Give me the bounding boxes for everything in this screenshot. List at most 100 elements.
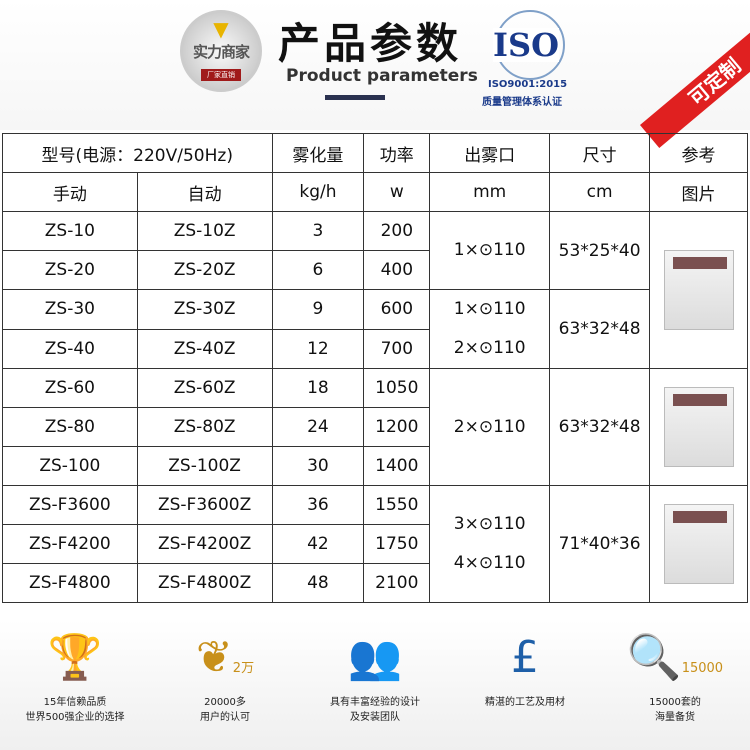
feature-item: 🔍15000 15000套的 海量备货 [600, 620, 750, 750]
outlet-cell: 1×⊙110 2×⊙110 [429, 289, 551, 369]
outlet-cell: 3×⊙110 4×⊙110 [429, 485, 551, 603]
header-row: 手动 自动 kg/h w mm cm 图片 [2, 172, 748, 212]
table-cell: ZS-20 [2, 250, 138, 290]
divider [325, 95, 385, 100]
team-icon: 👥 [347, 632, 403, 683]
iso-globe-icon: ISO [493, 10, 565, 80]
icon-badge: 15000 [681, 661, 724, 676]
product-image [649, 368, 748, 486]
feature-item: 👥 具有丰富经验的设计 及安装团队 [300, 620, 450, 750]
outlet-cell: 1×⊙110 [429, 211, 551, 290]
table-cell: 400 [363, 250, 431, 290]
table-cell: 3 [271, 211, 365, 251]
table-cell: ZS-40 [2, 328, 138, 369]
table-cell: 42 [271, 524, 365, 564]
table-cell: 24 [271, 407, 365, 447]
humidifier-image [663, 387, 734, 467]
table-row: ZS-80 ZS-80Z 24 1200 [2, 407, 748, 447]
feature-line1: 具有丰富经验的设计 [330, 697, 420, 708]
table-cell: ZS-30 [2, 289, 138, 330]
header-cell: 尺寸 [549, 133, 651, 173]
table-cell: 12 [271, 328, 365, 369]
table-cell: ZS-40Z [136, 328, 273, 369]
table-cell: ZS-F3600Z [136, 485, 273, 525]
outlet-value: 1×⊙110 [453, 240, 526, 260]
feature-line2: 海量备货 [655, 712, 695, 723]
humidifier-image [663, 504, 734, 584]
magnifier-icon: 🔍15000 [626, 632, 724, 683]
parameter-table: 型号(电源：220V/50Hz) 雾化量 功率 出雾口 尺寸 参考 手动 自动 … [2, 133, 748, 603]
page-subtitle: Product parameters [286, 66, 478, 86]
table-cell: ZS-F4800Z [136, 563, 273, 603]
table-cell: 1400 [363, 446, 431, 486]
table-cell: ZS-20Z [136, 250, 273, 290]
table-row: ZS-30 ZS-30Z 9 600 1×⊙110 2×⊙110 63*32*48 [2, 289, 748, 369]
outlet-value: 3×⊙110 [453, 514, 526, 534]
table-row: ZS-40 ZS-40Z 12 700 [2, 328, 748, 369]
table-cell: ZS-100Z [136, 446, 273, 486]
table-cell: ZS-F4800 [2, 563, 138, 603]
table-cell: 600 [363, 289, 431, 330]
header: ▼ 实力商家 厂家直销 产品参数 Product parameters ISO IS… [0, 0, 750, 130]
table-cell: 6 [271, 250, 365, 290]
table-row: ZS-10 ZS-10Z 3 200 1×⊙110 53*25*40 [2, 211, 748, 369]
size-cell: 71*40*36 [549, 485, 651, 603]
header-cell: kg/h [271, 172, 365, 212]
table-cell: 1750 [363, 524, 431, 564]
logo-text: 实力商家 [192, 43, 250, 61]
humidifier-image [663, 250, 734, 330]
table-cell: ZS-30Z [136, 289, 273, 330]
table-row: ZS-F4200 ZS-F4200Z 42 1750 [2, 524, 748, 564]
table-cell: ZS-10Z [136, 211, 273, 251]
header-cell: 型号(电源：220V/50Hz) [2, 133, 273, 173]
size-cell: 53*25*40 [549, 211, 651, 290]
table-cell: ZS-60 [2, 368, 138, 408]
iso-text: ISO [493, 26, 559, 64]
iso-desc: 质量管理体系认证 [482, 97, 562, 108]
feature-item: £ 精湛的工艺及用材 [450, 620, 600, 750]
table-cell: 1050 [363, 368, 431, 408]
table-cell: ZS-80Z [136, 407, 273, 447]
icon-badge: 2万 [232, 661, 255, 676]
trophy-icon: 🏆 [47, 632, 103, 683]
header-cell: cm [549, 172, 651, 212]
header-cell: 参考 [649, 133, 748, 173]
header-cell: 自动 [136, 172, 273, 212]
product-image [649, 211, 748, 369]
outlet-cell: 2×⊙110 [429, 368, 551, 486]
header-cell: mm [429, 172, 551, 212]
feature-item: ❦2万 20000多 用户的认可 [150, 620, 300, 750]
table-cell: 48 [271, 563, 365, 603]
laurel-badge-icon: ❦2万 [195, 632, 255, 683]
table-cell: ZS-60Z [136, 368, 273, 408]
header-cell: 图片 [649, 172, 748, 212]
header-cell: 出雾口 [429, 133, 551, 173]
bull-icon: ▼ [213, 17, 229, 41]
feature-line1: 15000套的 [649, 697, 701, 708]
table-row: ZS-F3600 ZS-F3600Z 36 1550 3×⊙110 4×⊙110 71*40… [2, 485, 748, 603]
feature-line2: 世界500强企业的选择 [25, 712, 125, 723]
product-image [649, 485, 748, 603]
feature-line2: 及安装团队 [350, 712, 400, 723]
table-cell: ZS-F4200Z [136, 524, 273, 564]
page-title: 产品参数 [278, 19, 463, 68]
feature-line1: 15年信赖品质 [43, 697, 107, 708]
outlet-value: 4×⊙110 [453, 553, 526, 573]
table-cell: ZS-100 [2, 446, 138, 486]
header-cell: w [363, 172, 431, 212]
size-cell: 63*32*48 [549, 289, 651, 369]
feature-line1: 精湛的工艺及用材 [485, 697, 565, 708]
header-cell: 手动 [2, 172, 138, 212]
table-cell: 1200 [363, 407, 431, 447]
table-row: ZS-20 ZS-20Z 6 400 [2, 250, 748, 290]
table-cell: 18 [271, 368, 365, 408]
feature-item: 🏆 15年信赖品质世界500强企业的选择 [0, 620, 150, 750]
table-cell: 1550 [363, 485, 431, 525]
header-cell: 功率 [363, 133, 431, 173]
table-row: ZS-F4800 ZS-F4800Z 48 2100 [2, 563, 748, 603]
outlet-value: 2×⊙110 [453, 416, 526, 437]
table-cell: 9 [271, 289, 365, 330]
table-row: ZS-60 ZS-60Z 18 1050 2×⊙110 63*32*48 [2, 368, 748, 486]
table-cell: ZS-F3600 [2, 485, 138, 525]
table-cell: 700 [363, 328, 431, 369]
